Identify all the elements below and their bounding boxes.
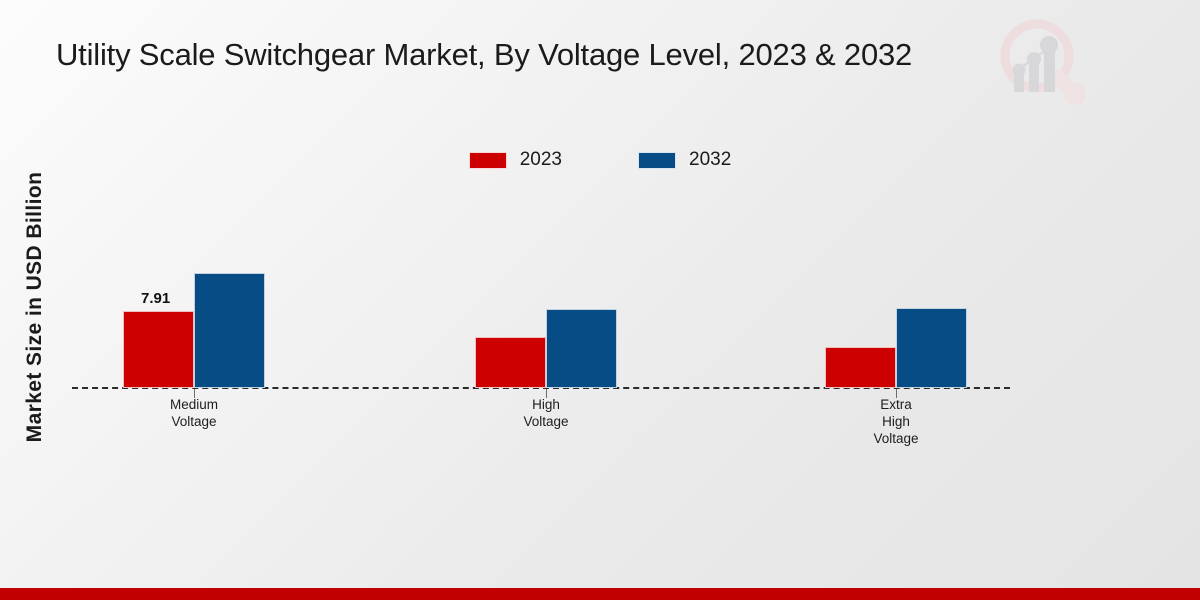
bar-2023-high-voltage[interactable] xyxy=(475,337,546,388)
x-axis-tick xyxy=(546,389,547,398)
x-axis-baseline xyxy=(72,387,1010,389)
bar-2023-medium-voltage[interactable] xyxy=(123,311,194,388)
footer-accent-bar xyxy=(0,588,1200,600)
x-axis-tick-label-line: Voltage xyxy=(523,414,569,429)
x-axis-tick-label-line: Extra xyxy=(880,397,912,412)
x-axis-tick-label: High Voltage xyxy=(446,396,646,430)
bar-value-label: 7.91 xyxy=(141,290,171,307)
x-axis-tick-label-line: Medium xyxy=(169,397,218,412)
legend-label-2023: 2023 xyxy=(519,149,562,170)
legend-label-2032: 2032 xyxy=(689,149,732,170)
x-axis-tick-label-line: Voltage xyxy=(171,414,217,429)
y-axis-label: Market Size in USD Billion xyxy=(23,171,46,443)
chart-legend: 2023 2032 xyxy=(0,149,1200,171)
legend-swatch-2023 xyxy=(468,151,507,169)
bar-2032-medium-voltage[interactable] xyxy=(194,273,265,388)
x-axis-tick xyxy=(896,389,897,398)
bar-2032-extra-high-voltage[interactable] xyxy=(896,308,967,388)
legend-item-2023[interactable]: 2023 xyxy=(468,149,562,171)
x-axis-tick-label: Medium Voltage xyxy=(94,396,294,430)
x-axis-tick-label-line: High xyxy=(532,397,560,412)
x-axis-tick-label: Extra High Voltage xyxy=(796,396,996,447)
bar-2023-extra-high-voltage[interactable] xyxy=(825,347,896,388)
x-axis-tick-label-line: High xyxy=(882,414,910,429)
bar-2032-high-voltage[interactable] xyxy=(546,309,617,388)
legend-item-2032[interactable]: 2032 xyxy=(638,149,731,171)
legend-swatch-2032 xyxy=(638,151,676,169)
x-axis-tick xyxy=(194,389,195,398)
x-axis-tick-label-line: Voltage xyxy=(873,431,919,446)
chart-title: Utility Scale Switchgear Market, By Volt… xyxy=(56,37,913,72)
